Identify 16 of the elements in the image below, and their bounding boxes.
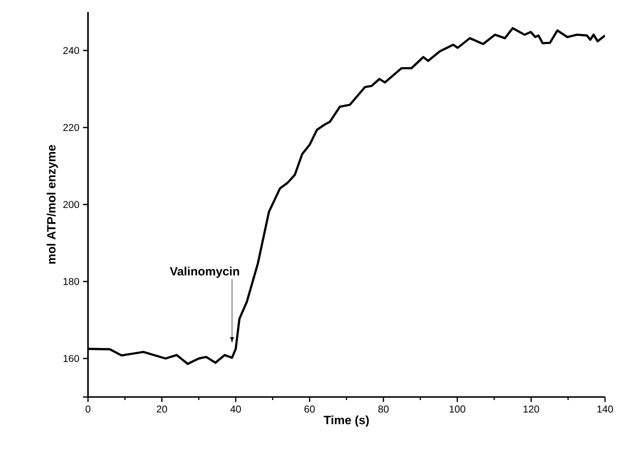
x-tick-label: 100: [450, 406, 466, 413]
y-tick-label: 200: [63, 200, 80, 208]
x-tick-label: 20: [156, 406, 168, 413]
y-tick-label: 180: [64, 278, 80, 286]
x-tick-label: 120: [524, 406, 540, 413]
x-tick-label: 80: [378, 406, 389, 413]
x-tick-label: 40: [230, 406, 241, 413]
y-axis-title: mol ATP/mol enzyme: [46, 145, 58, 264]
y-tick-label: 220: [63, 124, 80, 132]
x-tick-label: 140: [597, 406, 613, 413]
x-axis-title: Time (s): [324, 415, 369, 427]
x-tick-label: 60: [304, 406, 315, 413]
y-tick-label: 160: [64, 354, 80, 362]
x-tick-label: 0: [86, 406, 90, 413]
y-tick-label: 240: [63, 46, 80, 54]
annotation: Valinomycin: [170, 266, 240, 278]
